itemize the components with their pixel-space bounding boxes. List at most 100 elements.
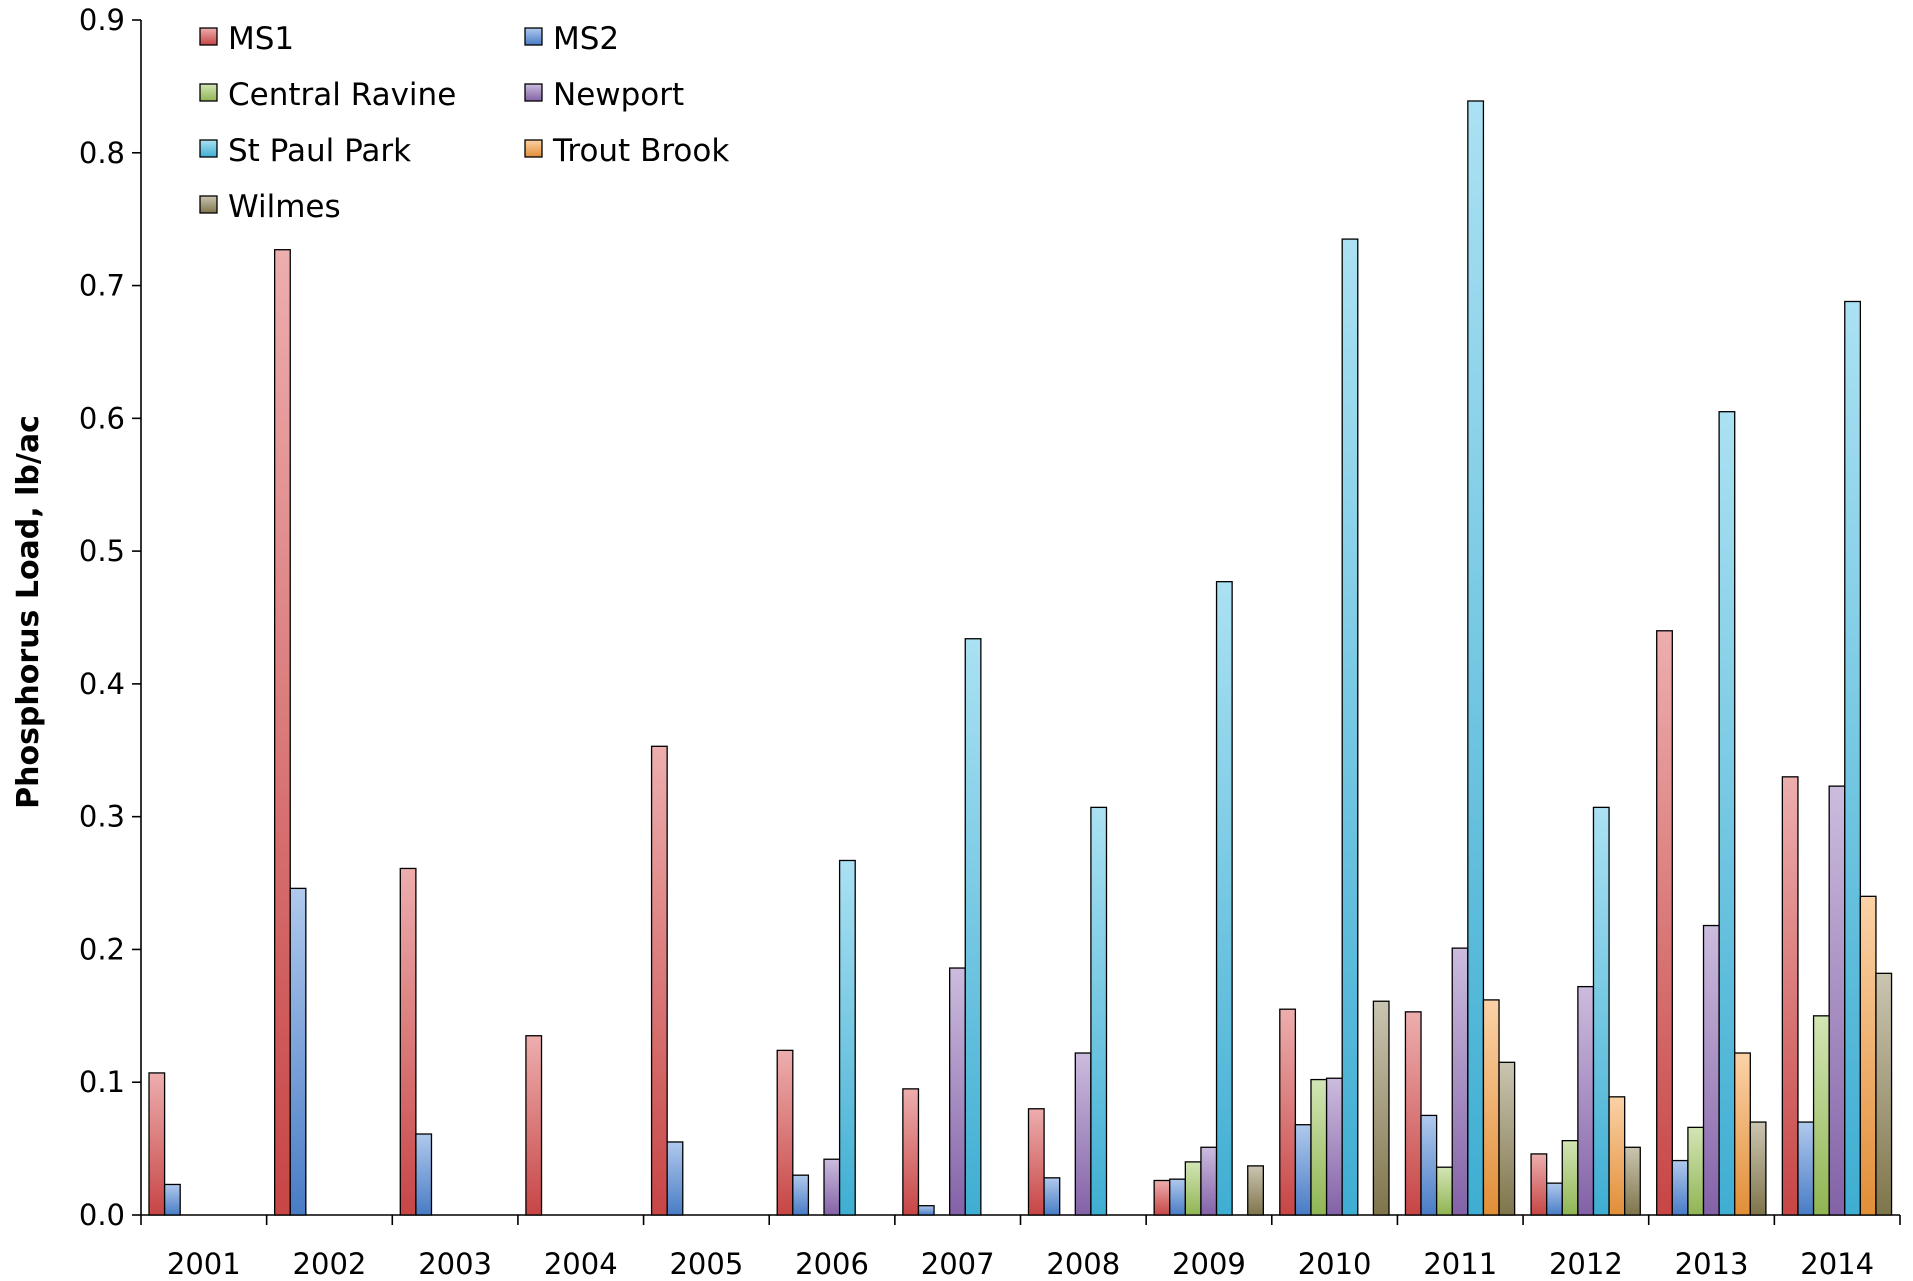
bar-wilmes-2012: [1624, 1146, 1641, 1216]
x-tick-label: 2007: [921, 1247, 995, 1281]
bar-ms1-2010: [1279, 1008, 1297, 1216]
legend-swatch: [199, 195, 218, 214]
bar-ms2-2003: [415, 1133, 433, 1216]
x-tick-label: 2006: [795, 1247, 869, 1281]
bar-st-paul-park-2008: [1090, 806, 1108, 1216]
legend-swatch: [199, 27, 218, 46]
bars: [148, 100, 1893, 1216]
bar-ms2-2008: [1043, 1177, 1061, 1216]
legend-label: Central Ravine: [228, 77, 456, 113]
bar-ms2-2007: [917, 1205, 935, 1216]
bar-st-paul-park-2013: [1718, 411, 1736, 1216]
bar-wilmes-2011: [1498, 1061, 1516, 1216]
legend: MS1 MS2 Central Ravine Newport St Paul Park T…: [199, 21, 729, 225]
bar-ms1-2008: [1027, 1108, 1045, 1216]
bar-newport-2011: [1451, 947, 1469, 1216]
bar-ms1-2013: [1656, 630, 1673, 1216]
bar-st-paul-park-2010: [1341, 238, 1359, 1216]
legend-label: MS2: [553, 21, 619, 57]
bar-central-ravine-2013: [1687, 1126, 1705, 1216]
bar-ms1-2009: [1153, 1179, 1171, 1216]
bar-newport-2014: [1828, 785, 1846, 1216]
y-tick-label: 0.3: [79, 800, 125, 834]
bar-wilmes-2013: [1749, 1121, 1767, 1216]
bar-wilmes-2010: [1372, 1000, 1390, 1216]
legend-swatch: [199, 139, 218, 158]
x-tick-label: 2011: [1423, 1247, 1497, 1281]
bar-newport-2006: [823, 1158, 841, 1216]
bar-ms2-2006: [792, 1174, 810, 1216]
bar-ms1-2012: [1530, 1153, 1548, 1216]
bar-trout-brook-2012: [1608, 1096, 1626, 1216]
bar-ms2-2014: [1797, 1121, 1815, 1216]
y-tick-label: 0.1: [79, 1065, 125, 1099]
bar-ms2-2009: [1169, 1178, 1186, 1216]
x-tick-label: 2002: [293, 1247, 367, 1281]
bar-ms2-2010: [1294, 1124, 1312, 1216]
y-tick-label: 0.9: [79, 3, 125, 37]
x-tick-label: 2008: [1046, 1247, 1120, 1281]
legend-label: Trout Brook: [552, 133, 729, 169]
bar-ms1-2003: [399, 867, 417, 1216]
bar-ms2-2005: [666, 1141, 684, 1216]
bar-central-ravine-2012: [1561, 1139, 1579, 1216]
bar-newport-2008: [1074, 1052, 1092, 1216]
x-tick-label: 2005: [669, 1247, 743, 1281]
bar-ms1-2005: [650, 745, 668, 1216]
legend-label: MS1: [228, 21, 294, 57]
bar-trout-brook-2014: [1859, 895, 1877, 1216]
bar-wilmes-2014: [1875, 972, 1893, 1216]
y-axis-label: Phosphorus Load, lb/ac: [11, 415, 46, 809]
bar-ms1-2004: [525, 1035, 543, 1216]
bar-st-paul-park-2011: [1467, 100, 1485, 1216]
bar-st-paul-park-2006: [838, 859, 856, 1216]
x-tick-label: 2001: [167, 1247, 241, 1281]
bar-newport-2010: [1325, 1077, 1343, 1216]
bar-trout-brook-2013: [1734, 1052, 1751, 1216]
bar-newport-2013: [1702, 924, 1720, 1216]
legend-label: Newport: [553, 77, 684, 113]
legend-swatch: [524, 27, 543, 46]
bar-ms2-2001: [163, 1183, 181, 1216]
bar-newport-2009: [1200, 1146, 1218, 1216]
y-tick-label: 0.8: [79, 136, 125, 170]
x-tick-label: 2009: [1172, 1247, 1246, 1281]
x-tick-label: 2010: [1298, 1247, 1372, 1281]
x-tick-label: 2003: [418, 1247, 492, 1281]
bar-wilmes-2009: [1247, 1165, 1264, 1216]
x-tick-label: 2014: [1800, 1247, 1874, 1281]
bar-central-ravine-2009: [1184, 1161, 1202, 1216]
bar-ms2-2002: [289, 887, 307, 1216]
legend-swatch: [524, 83, 543, 102]
bar-ms1-2007: [902, 1088, 920, 1216]
bar-st-paul-park-2009: [1215, 581, 1233, 1216]
y-tick-label: 0.5: [79, 534, 125, 568]
bar-st-paul-park-2014: [1844, 300, 1862, 1216]
bar-ms1-2014: [1781, 776, 1799, 1216]
y-tick-label: 0.7: [79, 269, 125, 303]
y-axis: 0.0 0.1 0.2 0.3 0.4 0.5 0.6 0.7 0.8 0.9: [79, 3, 142, 1232]
bar-ms2-2011: [1420, 1114, 1438, 1216]
bar-ms1-2006: [776, 1049, 794, 1216]
bar-st-paul-park-2007: [964, 638, 982, 1216]
bar-ms1-2001: [148, 1072, 166, 1216]
x-axis: 2001 2002 2003 2004 2005 2006 2007 2008 2009 2010…: [140, 1214, 1901, 1281]
y-tick-label: 0.4: [79, 667, 125, 701]
x-tick-label: 2004: [544, 1247, 618, 1281]
bar-trout-brook-2011: [1482, 999, 1500, 1216]
bar-ms1-2011: [1404, 1011, 1422, 1216]
bar-central-ravine-2011: [1435, 1166, 1453, 1216]
bar-st-paul-park-2012: [1592, 806, 1610, 1216]
bar-central-ravine-2010: [1310, 1078, 1328, 1216]
bar-ms2-2013: [1671, 1159, 1689, 1216]
y-tick-label: 0.2: [79, 932, 125, 966]
y-tick-label: 0.6: [79, 401, 125, 435]
legend-swatch: [524, 139, 543, 158]
bar-newport-2007: [949, 967, 966, 1216]
legend-swatch: [199, 83, 218, 102]
bar-ms2-2012: [1546, 1182, 1563, 1216]
x-tick-label: 2012: [1549, 1247, 1623, 1281]
legend-label: St Paul Park: [228, 133, 411, 169]
legend-label: Wilmes: [228, 189, 341, 225]
